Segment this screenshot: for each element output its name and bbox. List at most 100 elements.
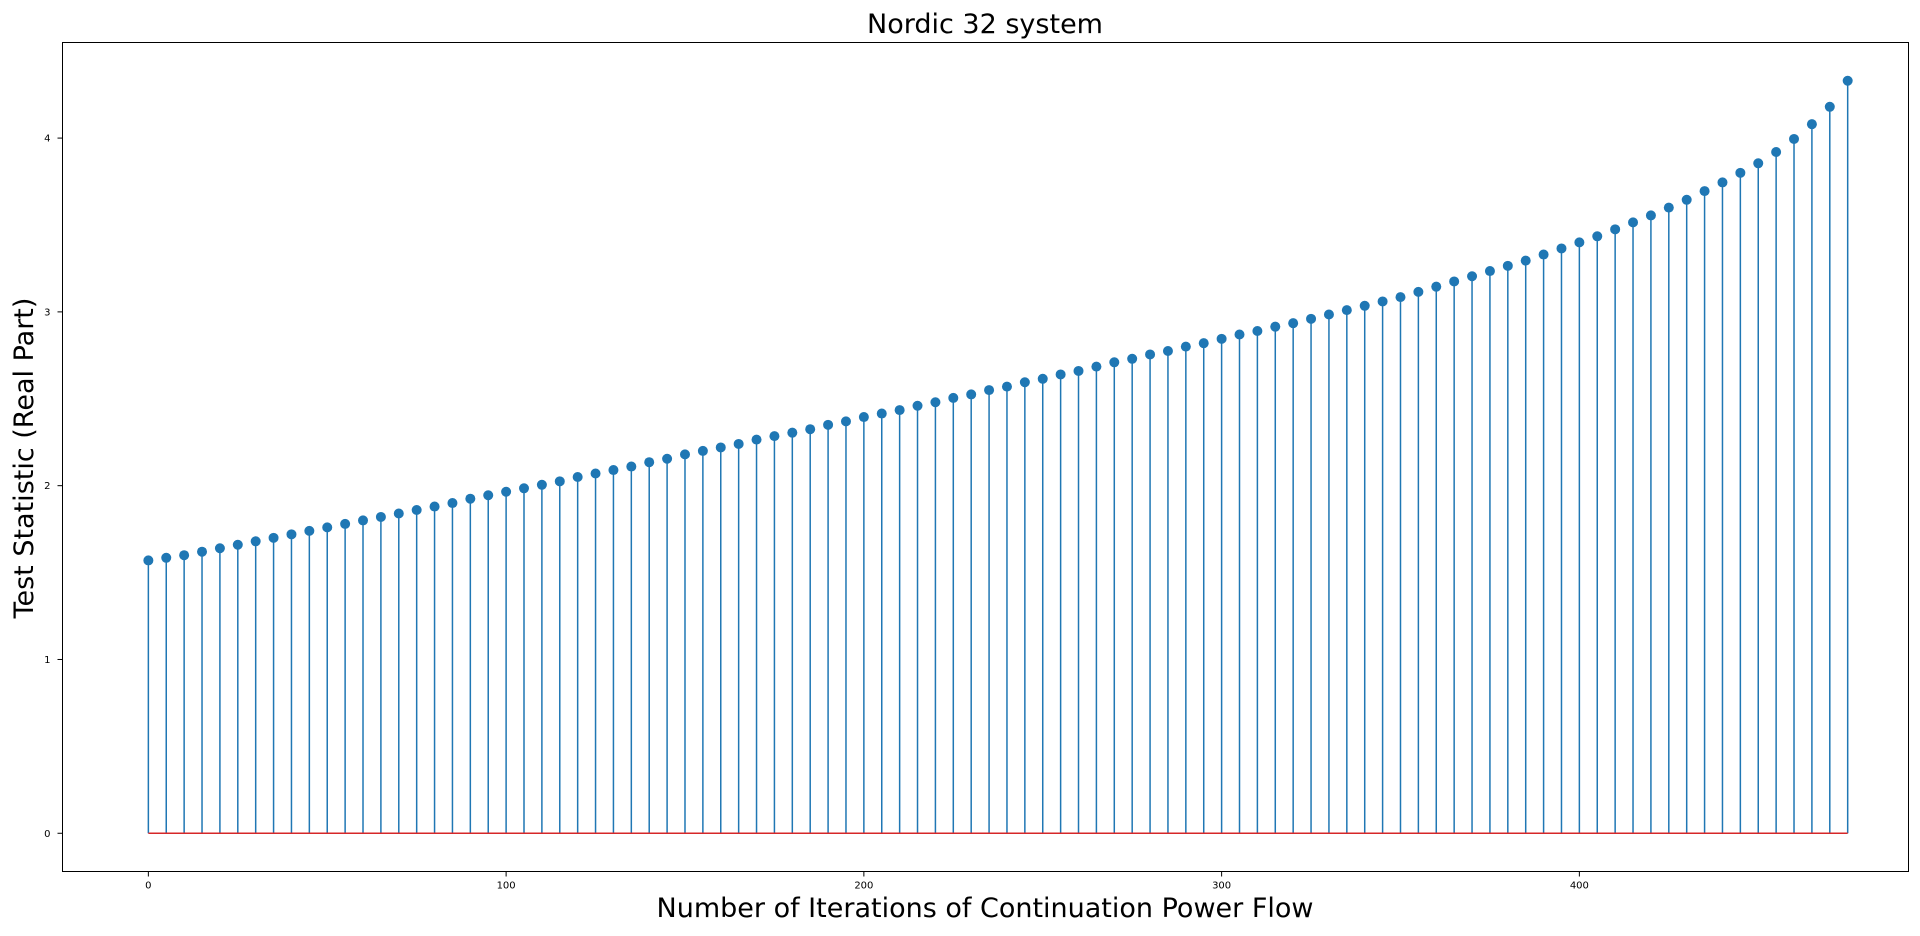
stem-marker bbox=[1592, 231, 1603, 242]
stem-marker bbox=[1574, 237, 1585, 248]
stem-marker bbox=[536, 479, 547, 490]
stem-marker bbox=[1001, 381, 1012, 392]
y-tick-label: 2 bbox=[44, 481, 50, 492]
plot-area: 0 100 200 300 400 0 1 2 3 4 bbox=[44, 75, 1853, 892]
chart-title: Nordic 32 system bbox=[867, 9, 1103, 40]
stem-marker bbox=[1610, 224, 1621, 235]
stem-marker bbox=[375, 511, 386, 522]
stem-marker bbox=[1109, 357, 1120, 368]
stem-marker bbox=[1198, 338, 1209, 349]
stem-marker bbox=[787, 427, 798, 438]
stem-marker bbox=[214, 543, 225, 554]
stem-marker bbox=[1556, 243, 1567, 254]
stem-marker bbox=[1753, 158, 1764, 169]
stem-marker bbox=[465, 493, 476, 504]
stem-marker bbox=[1449, 276, 1460, 287]
x-tick-label: 200 bbox=[854, 881, 873, 892]
stem-marker bbox=[447, 498, 458, 509]
stem-marker bbox=[1824, 101, 1835, 112]
stem-marker bbox=[1216, 333, 1227, 344]
stem-marker bbox=[197, 546, 208, 557]
stem-marker bbox=[1789, 133, 1800, 144]
stem-marker bbox=[143, 555, 154, 566]
stem-marker bbox=[1645, 210, 1656, 221]
y-tick-label: 0 bbox=[44, 829, 50, 840]
stem-marker bbox=[1162, 345, 1173, 356]
stem-marker bbox=[966, 389, 977, 400]
stem-marker bbox=[1091, 361, 1102, 372]
stem-marker bbox=[769, 431, 780, 442]
y-tick-label: 1 bbox=[44, 655, 50, 666]
stem-marker bbox=[1037, 373, 1048, 384]
stem-marker bbox=[1538, 249, 1549, 260]
stem-marker bbox=[1377, 296, 1388, 307]
x-axis-label: Number of Iterations of Continuation Pow… bbox=[657, 893, 1314, 924]
stem-marker bbox=[304, 525, 315, 536]
stem-marker bbox=[1806, 119, 1817, 130]
stem-marker bbox=[1413, 286, 1424, 297]
stem-marker bbox=[1484, 266, 1495, 277]
stem-marker bbox=[1628, 217, 1639, 228]
stem-marker bbox=[1234, 329, 1245, 340]
stem-marker bbox=[161, 552, 172, 563]
stem-marker bbox=[1395, 292, 1406, 303]
x-tick-label: 100 bbox=[497, 881, 516, 892]
stem-marker bbox=[1735, 167, 1746, 178]
stem-marker bbox=[1842, 75, 1853, 86]
stem-marker bbox=[1252, 325, 1263, 336]
stem-marker bbox=[322, 522, 333, 533]
stem-marker bbox=[912, 400, 923, 411]
stem-marker bbox=[1288, 318, 1299, 329]
stem-marker bbox=[268, 532, 279, 543]
y-tick-label: 3 bbox=[44, 307, 50, 318]
stem-marker bbox=[876, 408, 887, 419]
stem-marker bbox=[697, 445, 708, 456]
x-tick-label: 0 bbox=[145, 881, 151, 892]
stem-marker bbox=[1073, 365, 1084, 376]
stem-marker bbox=[286, 529, 297, 540]
stem-marker bbox=[1359, 300, 1370, 311]
stem-marker bbox=[1323, 309, 1334, 320]
stem-marker bbox=[644, 457, 655, 468]
stem-marker bbox=[1341, 305, 1352, 316]
stem-marker bbox=[858, 412, 869, 423]
stem-marker bbox=[1520, 255, 1531, 266]
stem-marker bbox=[1699, 186, 1710, 197]
y-tick-label: 4 bbox=[44, 134, 50, 145]
stem-marker bbox=[554, 476, 565, 487]
stem-marker bbox=[1306, 313, 1317, 324]
stem-marker bbox=[823, 419, 834, 430]
stem-marker bbox=[662, 453, 673, 464]
stem-marker bbox=[930, 397, 941, 408]
stem-marker bbox=[340, 518, 351, 529]
stem-marker bbox=[626, 461, 637, 472]
stem-marker bbox=[840, 416, 851, 427]
stem-marker bbox=[1663, 202, 1674, 213]
y-axis-label: Test Statistic (Real Part) bbox=[9, 298, 40, 620]
stem-marker bbox=[1019, 377, 1030, 388]
stem-marker bbox=[733, 438, 744, 449]
stem-marker bbox=[1771, 146, 1782, 157]
stem-marker bbox=[393, 508, 404, 519]
stem-marker bbox=[984, 385, 995, 396]
stem-marker bbox=[894, 405, 905, 416]
stem-marker bbox=[1431, 281, 1442, 292]
stem-marker bbox=[250, 536, 261, 547]
stem-marker bbox=[948, 392, 959, 403]
stem-marker bbox=[501, 486, 512, 497]
stem-marker bbox=[1502, 260, 1513, 271]
stem-marker bbox=[751, 434, 762, 445]
stem-marker bbox=[411, 505, 422, 516]
stem-marker bbox=[232, 539, 243, 550]
stem-marker bbox=[805, 424, 816, 435]
x-tick-label: 400 bbox=[1570, 881, 1589, 892]
stem-marker bbox=[715, 442, 726, 453]
stem-marker bbox=[1180, 341, 1191, 352]
stem-marker bbox=[572, 471, 583, 482]
stem-marker bbox=[679, 449, 690, 460]
x-tick-label: 300 bbox=[1212, 881, 1231, 892]
stem-marker bbox=[608, 465, 619, 476]
stem-marker bbox=[1681, 194, 1692, 205]
